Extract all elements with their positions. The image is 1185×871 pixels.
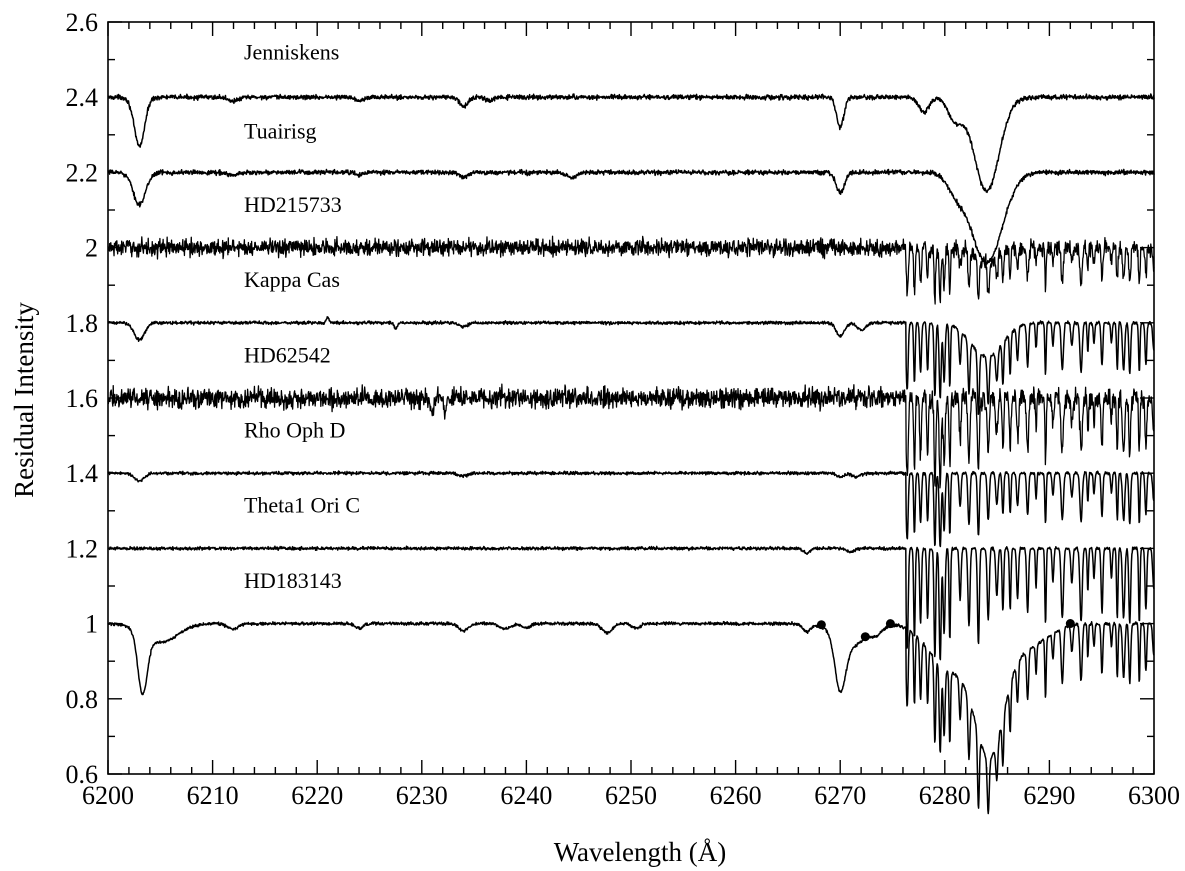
series-line-tuairisg — [107, 168, 1155, 265]
y-tick-label: 1 — [85, 610, 98, 639]
axis-layer: 6200 6210 6220 6230 6240 6250 6260 6270 6280 6290… — [66, 8, 1181, 810]
y-tick-label: 0.8 — [66, 685, 99, 714]
y-tick-label: 0.6 — [66, 760, 99, 789]
series-label-theta1-ori-c: Theta1 Ori C — [244, 493, 360, 518]
marker-dot-1 — [816, 620, 826, 630]
y-axis-title: Residual Intensity — [9, 302, 39, 498]
x-tick-label: 6220 — [291, 781, 343, 810]
marker-dot-3 — [885, 619, 895, 629]
series-line-hd215733 — [107, 235, 1155, 305]
series-label-hd183143: HD183143 — [244, 568, 342, 593]
y-tick-label: 1.4 — [66, 459, 99, 488]
series-line-kappa-cas — [107, 316, 1155, 415]
series-line-rho-oph-d — [107, 470, 1155, 548]
y-tick-label: 2.6 — [66, 8, 99, 37]
series-layer — [107, 93, 1155, 815]
series-line-theta1-ori-c — [107, 545, 1155, 661]
x-axis-title: Wavelength (Å) — [554, 837, 727, 867]
y-tick-label: 1.8 — [66, 309, 99, 338]
x-tick-label: 6290 — [1023, 781, 1075, 810]
series-label-jenniskens: Jenniskens — [244, 40, 339, 65]
series-label-hd215733: HD215733 — [244, 192, 342, 217]
x-tick-label: 6270 — [814, 781, 866, 810]
series-line-hd62542 — [107, 383, 1155, 489]
series-label-kappa-cas: Kappa Cas — [244, 267, 340, 292]
y-tick-label: 1.2 — [66, 534, 99, 563]
marker-dot-2 — [860, 632, 870, 642]
x-tick-label: 6240 — [500, 781, 552, 810]
y-tick-label: 2 — [85, 234, 98, 263]
x-tick-label: 6230 — [396, 781, 448, 810]
y-tick-label: 1.6 — [66, 384, 99, 413]
marker-dot-4 — [1065, 619, 1075, 629]
x-tick-label: 6300 — [1128, 781, 1180, 810]
x-tick-label: 6260 — [710, 781, 762, 810]
x-tick-label: 6210 — [187, 781, 239, 810]
marker-layer — [816, 619, 1075, 642]
series-label-layer: Jenniskens Tuairisg HD215733 Kappa Cas HD625… — [244, 40, 360, 593]
series-label-rho-oph-d: Rho Oph D — [244, 417, 345, 442]
series-label-hd62542: HD62542 — [244, 342, 331, 367]
x-tick-label: 6200 — [82, 781, 134, 810]
series-line-hd183143 — [107, 620, 1155, 815]
y-tick-label: 2.2 — [66, 158, 99, 187]
series-label-tuairisg: Tuairisg — [244, 119, 317, 144]
x-tick-label: 6250 — [605, 781, 657, 810]
y-tick-label: 2.4 — [66, 83, 99, 112]
x-tick-label: 6280 — [919, 781, 971, 810]
series-line-jenniskens — [107, 93, 1155, 194]
